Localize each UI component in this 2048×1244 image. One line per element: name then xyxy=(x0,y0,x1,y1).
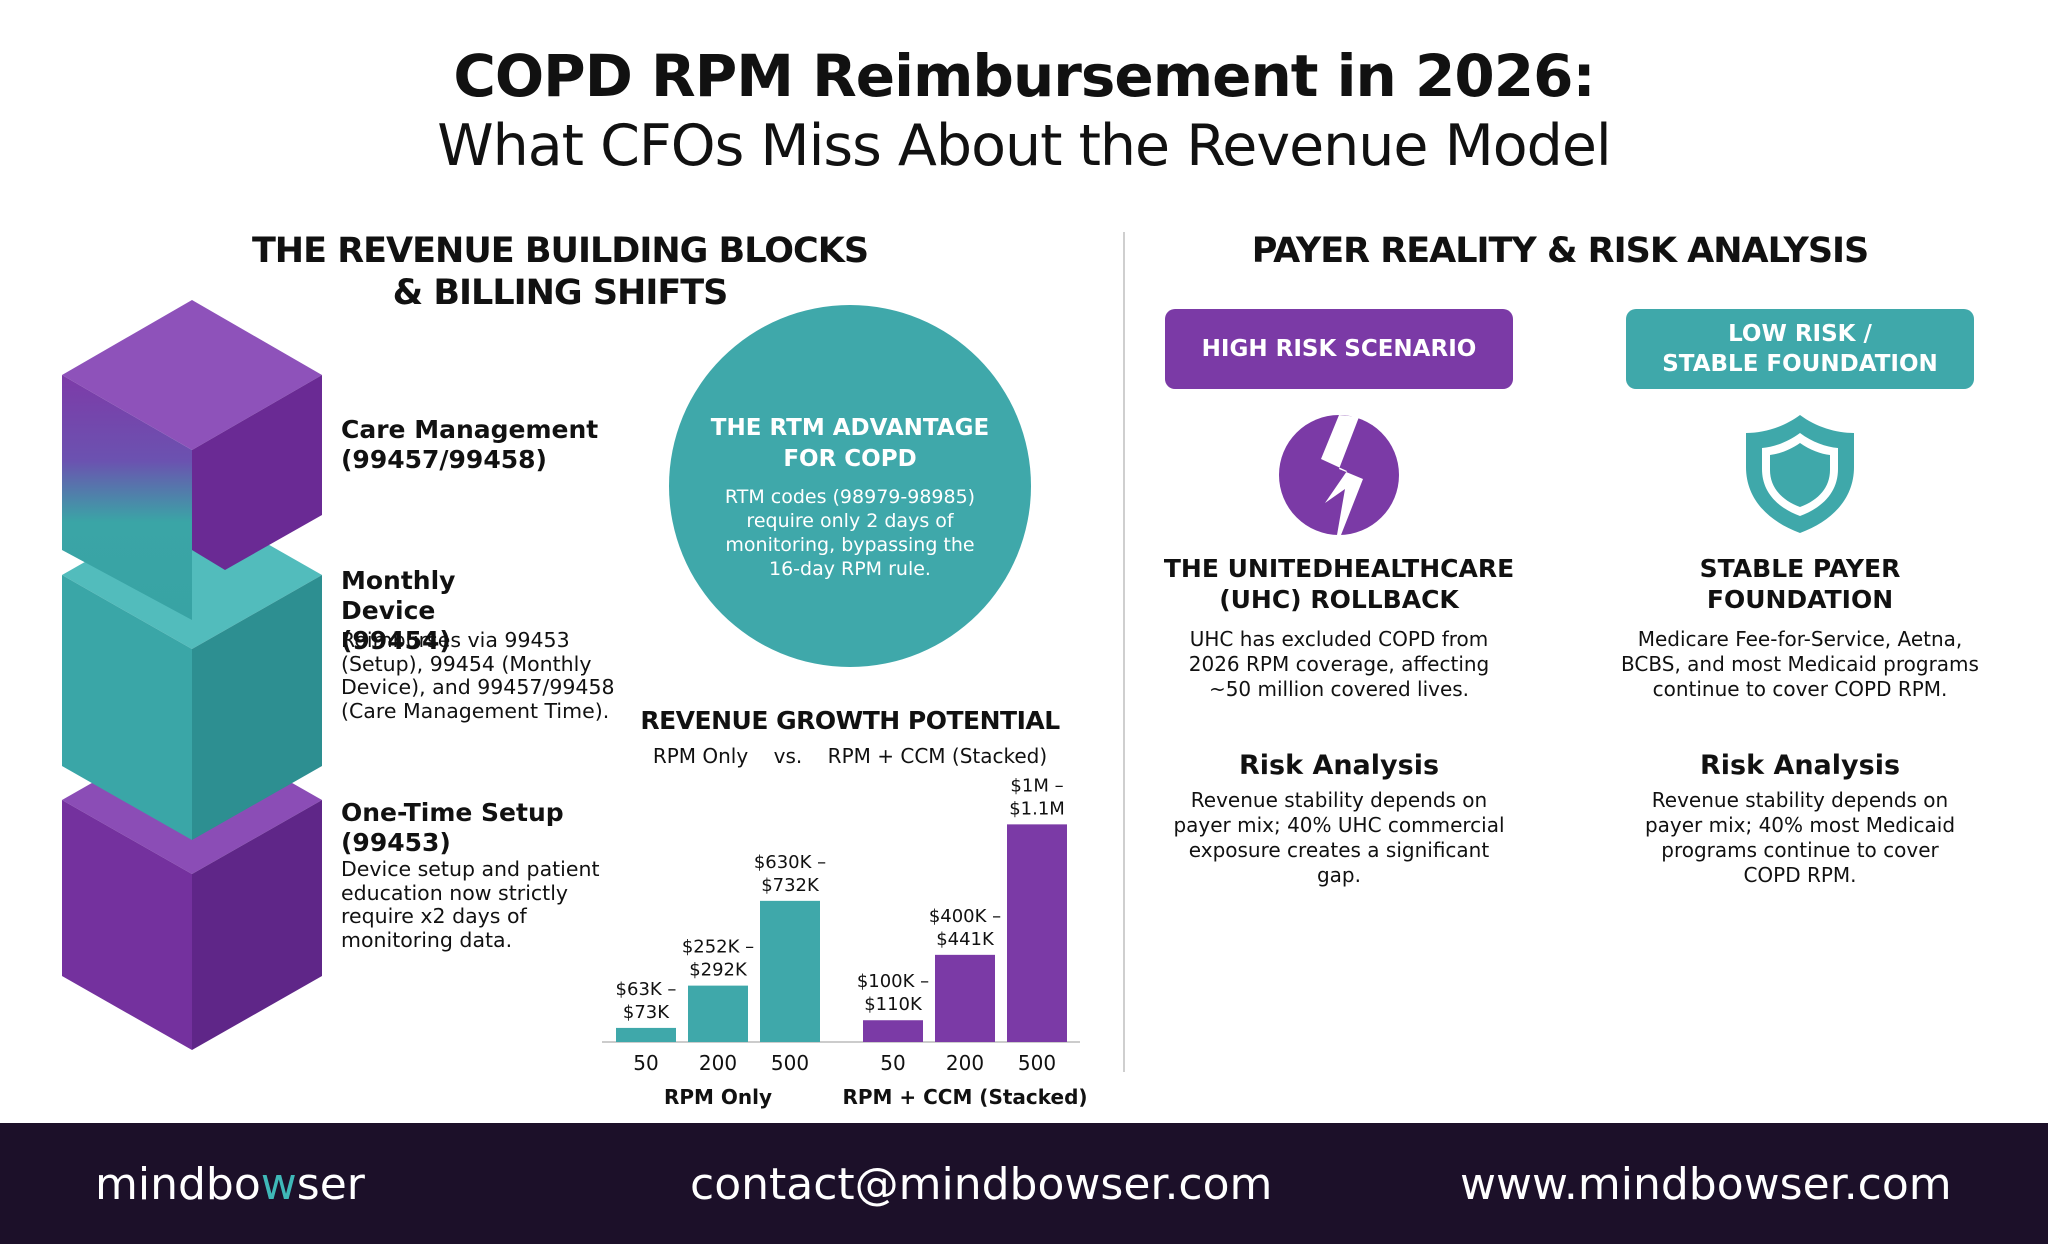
device-block-left xyxy=(62,575,192,840)
contact-email-link[interactable]: contact@mindbowser.com xyxy=(690,1159,1273,1210)
monthly-device-label: Monthly Device (99454) xyxy=(341,566,456,655)
one-time-setup-desc: Device setup and patient education now s… xyxy=(341,857,600,952)
tick-label-1-0: 50 xyxy=(880,1051,905,1075)
data-label-0-0-0: $63K – xyxy=(616,979,677,1000)
bar-1-1 xyxy=(935,954,995,1042)
stable-payer-heading-text: STABLE PAYER FOUNDATION xyxy=(1699,554,1901,614)
website-link[interactable]: www.mindbowser.com xyxy=(1460,1159,1952,1210)
setup-block-right xyxy=(192,800,322,1050)
uhc-rollback-body: UHC has excluded COPD from 2026 RPM cove… xyxy=(1188,627,1490,701)
high-risk-analysis-body: Revenue stability depends on payer mix; … xyxy=(1173,788,1505,887)
setup-block-left xyxy=(62,800,192,1050)
tick-label-0-0: 50 xyxy=(633,1051,658,1075)
bar-0-1 xyxy=(688,985,748,1042)
data-label-0-1-0: $252K – xyxy=(682,937,754,958)
group-label-1: RPM + CCM (Stacked) xyxy=(842,1085,1087,1109)
care-block-front xyxy=(62,375,192,620)
chart-subtitle: RPM Only vs. RPM + CCM (Stacked) xyxy=(600,744,1100,768)
data-label-0-0-1: $73K xyxy=(623,1002,670,1023)
stable-payer-heading: STABLE PAYER FOUNDATION xyxy=(1620,553,1980,615)
rtm-title: THE RTM ADVANTAGE FOR COPD xyxy=(710,415,990,472)
right-section-title: PAYER REALITY & RISK ANALYSIS xyxy=(1251,231,1870,271)
care-block-right xyxy=(192,375,322,570)
low-risk-pill-line1: LOW RISK / xyxy=(1728,321,1872,347)
brand-part-b: ser xyxy=(296,1159,365,1210)
footer: mindbowser contact@mindbowser.com www.mi… xyxy=(0,1123,2048,1244)
shield-icon xyxy=(1746,415,1854,533)
rtm-advantage-circle: THE RTM ADVANTAGE FOR COPD RTM codes (98… xyxy=(669,305,1031,667)
building-blocks-graphic xyxy=(62,300,322,1050)
bar-1-0 xyxy=(863,1020,923,1042)
bar-0-0 xyxy=(616,1027,676,1042)
brand-logo[interactable]: mindbowser xyxy=(95,1159,365,1210)
data-label-0-1-1: $292K xyxy=(689,960,748,981)
rtm-body: RTM codes (98979-98985) require only 2 d… xyxy=(724,486,976,580)
broken-heart-icon xyxy=(1279,415,1399,535)
care-management-label: Care Management (99457/99458) xyxy=(341,415,599,474)
group-label-0: RPM Only xyxy=(664,1085,772,1109)
monthly-device-desc: Reimburses via 99453 (Setup), 99454 (Mon… xyxy=(341,628,615,723)
low-risk-analysis-title: Risk Analysis xyxy=(1699,750,1901,781)
data-label-1-2-1: $1.1M xyxy=(1009,798,1065,819)
one-time-setup-label: One-Time Setup (99453) xyxy=(341,798,564,857)
high-risk-pill: HIGH RISK SCENARIO xyxy=(1165,309,1513,389)
brand-part-a: mindbo xyxy=(95,1159,261,1210)
data-label-1-0-1: $110K xyxy=(864,994,923,1015)
tick-label-1-1: 200 xyxy=(946,1051,984,1075)
data-label-1-1-0: $400K – xyxy=(929,906,1001,927)
data-label-0-2-0: $630K – xyxy=(754,852,826,873)
chart-title: REVENUE GROWTH POTENTIAL xyxy=(640,706,1060,735)
high-risk-analysis-title: Risk Analysis xyxy=(1238,750,1440,781)
left-section-title-line1: THE REVENUE BUILDING BLOCKS xyxy=(251,231,869,271)
main-title: COPD RPM Reimbursement in 2026: xyxy=(453,42,1595,110)
device-block-right xyxy=(192,575,322,840)
tick-label-0-2: 500 xyxy=(771,1051,809,1075)
data-label-1-1-1: $441K xyxy=(936,929,995,950)
stable-payer-body: Medicare Fee-for-Service, Aetna, BCBS, a… xyxy=(1621,627,1979,701)
low-risk-pill: LOW RISK / STABLE FOUNDATION xyxy=(1626,309,1974,389)
bar-1-2 xyxy=(1007,824,1067,1042)
data-label-1-0-0: $100K – xyxy=(857,971,929,992)
chart-subtitle-text: RPM Only vs. RPM + CCM (Stacked) xyxy=(652,744,1048,768)
bar-0-2 xyxy=(760,900,820,1042)
uhc-rollback-heading: THE UNITEDHEALTHCARE (UHC) ROLLBACK xyxy=(1163,554,1515,614)
main-subtitle: What CFOs Miss About the Revenue Model xyxy=(437,113,1611,179)
left-section-title-line2: & BILLING SHIFTS xyxy=(392,273,729,313)
revenue-chart: $63K –$73K 50 $252K –$292K 200 $630K –$732K 5… xyxy=(602,775,1088,1109)
tick-label-1-2: 500 xyxy=(1018,1051,1056,1075)
data-label-1-2-0: $1M – xyxy=(1010,775,1063,796)
low-risk-analysis-body: Revenue stability depends on payer mix; … xyxy=(1644,788,1956,887)
low-risk-pill-line2: STABLE FOUNDATION xyxy=(1662,351,1938,377)
brand-part-w: w xyxy=(260,1159,297,1210)
data-label-0-2-1: $732K xyxy=(761,875,820,896)
left-section-title: THE REVENUE BUILDING BLOCKS & BILLING SH… xyxy=(210,230,910,314)
section-divider xyxy=(1123,232,1125,1072)
tick-label-0-1: 200 xyxy=(699,1051,737,1075)
